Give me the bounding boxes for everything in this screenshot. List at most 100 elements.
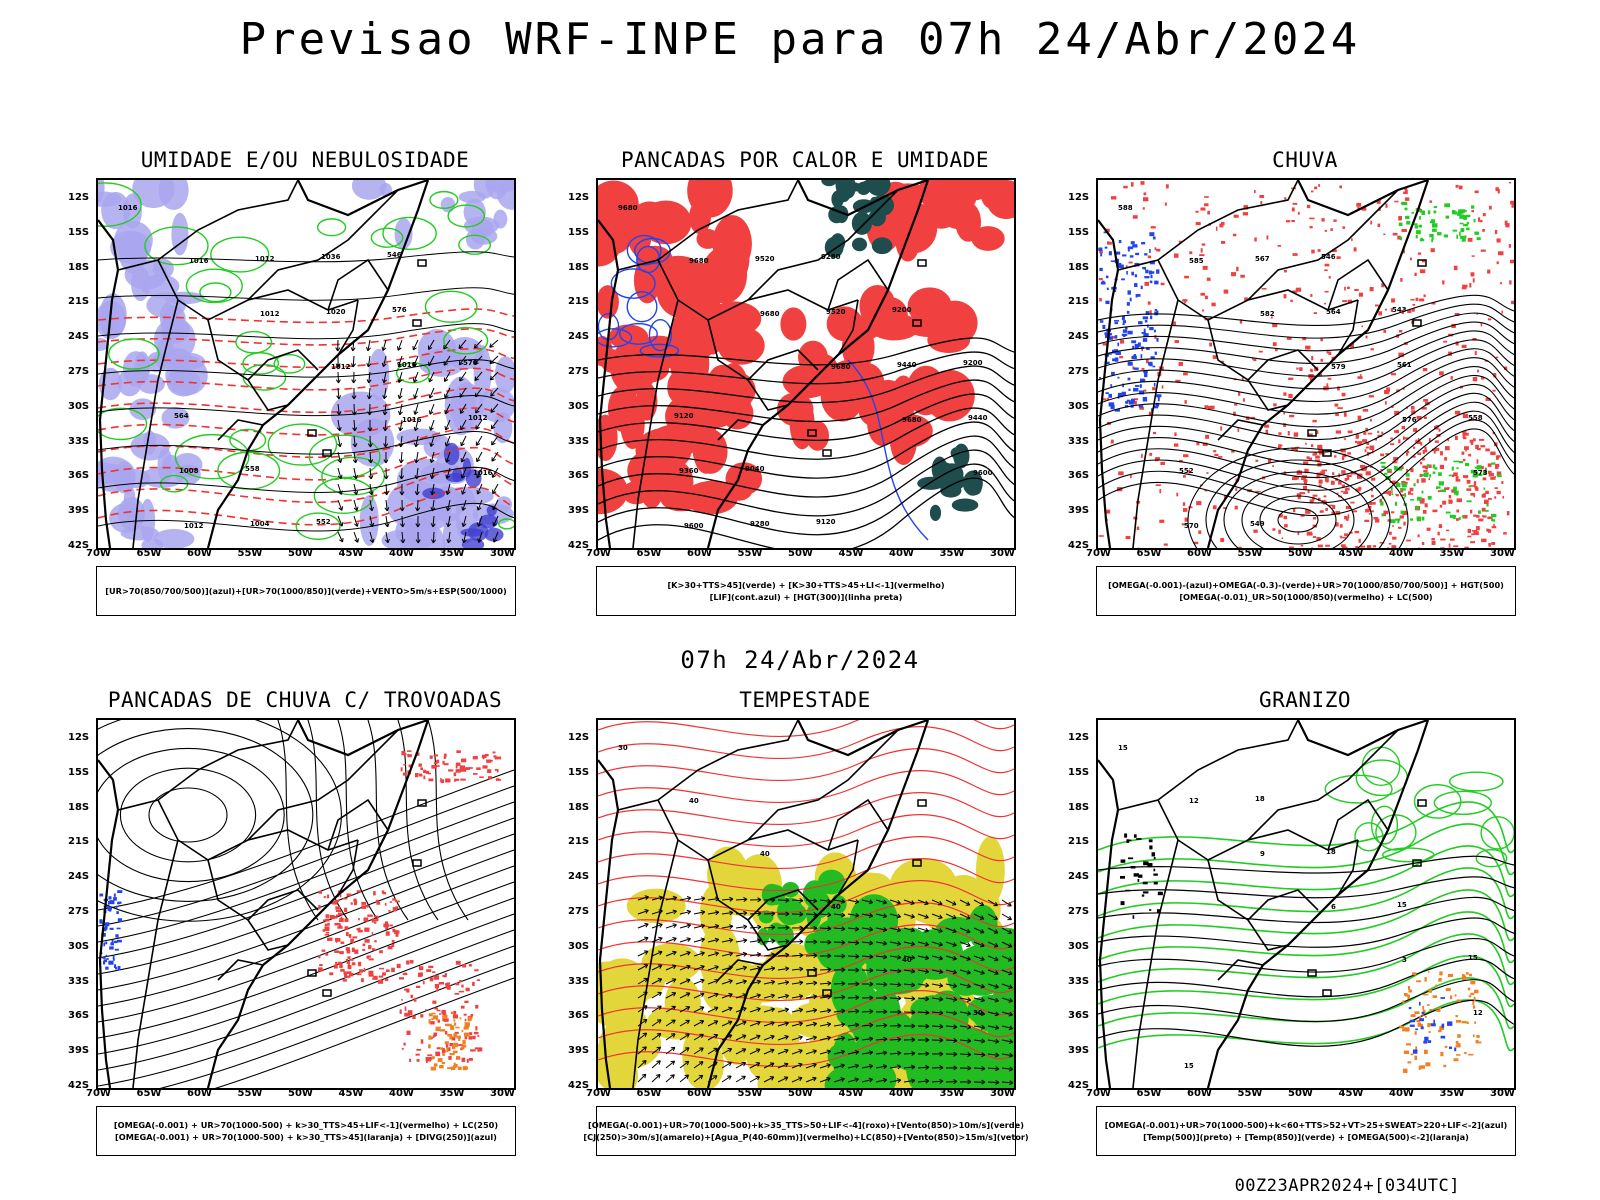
contour-label: 18 (1326, 848, 1336, 856)
map-area: 9680 9680 9680 9680 9680 9600 9600 9520 9520 9440… (596, 178, 1016, 550)
country-border (617, 720, 799, 811)
lat-label: 21S (1068, 296, 1090, 308)
contour-label: 9520 (755, 255, 775, 263)
lon-label: 65W (136, 548, 162, 559)
lon-label: 55W (1237, 548, 1263, 559)
legend-line: [K>30+TTS>45](verde) + [K>30+TTS>45+LI<-… (667, 580, 945, 590)
contour-label: 30 (618, 744, 628, 752)
lon-label: 55W (1237, 1088, 1263, 1099)
contour-label: 9 (1260, 850, 1265, 858)
contour-label: 585 (1189, 257, 1204, 265)
lat-label: 24S (1068, 331, 1090, 343)
lat-label: 15S (1068, 766, 1090, 778)
legend-line: [OMEGA(-0.001) + UR>70(1000-500) + k>30_… (113, 1120, 499, 1130)
contour-label: 12 (1473, 1009, 1483, 1017)
contour-label: 543 (1392, 306, 1407, 314)
legend-box: [OMEGA(-0.001)+UR>70(1000-500)+k<60+TTS>… (1096, 1106, 1516, 1156)
lat-label: 18S (568, 801, 590, 813)
lake-marker (307, 429, 317, 437)
lon-label: 35W (939, 548, 965, 559)
lake-marker (1322, 449, 1332, 457)
lat-label: 30S (1068, 940, 1090, 952)
lake-marker (807, 969, 817, 977)
blue-hail-area (1408, 997, 1457, 1054)
red-thunderstorm-area (318, 890, 401, 984)
lon-label: 55W (237, 548, 263, 559)
contour-label: 9040 (745, 465, 765, 473)
contour-label: 549 (1250, 520, 1265, 528)
country-border (827, 798, 889, 851)
contour-label: 558 (245, 465, 260, 473)
lat-label: 27S (1068, 366, 1090, 377)
map-area: 1016 1016 1012 1012 1016 1016 1012 1012 1020 1016… (96, 178, 516, 550)
lon-label: 45W (338, 548, 364, 559)
lon-label: 30W (490, 1088, 515, 1099)
contour-label: 1012 (255, 255, 275, 263)
lon-label: 30W (490, 548, 515, 559)
lake-marker (412, 319, 422, 327)
legend-box: [OMEGA(-0.001)-(azul)+OMEGA(-0.3)-(verde… (1096, 566, 1516, 616)
legend-box: [OMEGA(-0.001)+UR>70(1000-500)+k>35_TTS>… (583, 1106, 1029, 1156)
lon-label: 70W (1086, 548, 1111, 559)
country-border (1132, 299, 1179, 548)
lake-marker (417, 799, 427, 807)
contour-label: 1016 (397, 361, 417, 369)
precipitable-water-lines (598, 720, 1014, 1068)
closed-contours (1187, 447, 1409, 548)
contour-label: 588 (1118, 204, 1133, 212)
lat-label: 42S (68, 540, 90, 551)
contour-label: 9280 (821, 253, 841, 261)
lon-label: 55W (737, 1088, 763, 1099)
contour-label: 15 (1118, 744, 1128, 752)
contour-label: 1004 (250, 520, 270, 528)
lat-label: 12S (1068, 192, 1090, 203)
country-border (1247, 189, 1399, 301)
lon-label: 45W (838, 548, 864, 559)
map-panel-2: PANCADAS POR CALOR E UMIDADE 9680 9680 9680… (560, 148, 1050, 628)
lake-marker (1417, 259, 1427, 267)
country-border (247, 889, 319, 921)
contour-label: 15 (1184, 1062, 1194, 1070)
lat-label: 36S (568, 1010, 590, 1022)
lon-label: 40W (389, 548, 414, 559)
contour-label: 9120 (674, 412, 694, 420)
lon-label: 45W (838, 1088, 864, 1099)
mid-title: 07h 24/Abr/2024 (680, 646, 920, 674)
legend-line: [CJ(250)>30m/s](amarelo)+[Agua_P(40-60mm… (583, 1132, 1029, 1142)
lat-label: 36S (68, 470, 90, 482)
lat-label: 24S (68, 871, 90, 883)
lake-marker (1322, 989, 1332, 997)
lat-label: 33S (68, 435, 90, 447)
coastline-west (98, 219, 120, 548)
coastline-west (1098, 219, 1120, 548)
contour-label: 15 (1397, 901, 1407, 909)
contour-label: 9280 (750, 520, 770, 528)
map-area: 15 12 9 6 3 12 15 18 18 15 15 (1096, 718, 1516, 1090)
lon-label: 60W (187, 548, 212, 559)
contour-label: 579 (1331, 363, 1346, 371)
contour-label: 9680 (689, 257, 709, 265)
lat-label: 42S (568, 1080, 590, 1091)
dark-green-area (917, 443, 983, 522)
country-border (247, 729, 399, 841)
lat-label: 39S (568, 505, 590, 517)
lon-label: 35W (1439, 1088, 1465, 1099)
lat-label: 42S (1068, 1080, 1090, 1091)
lake-marker (1417, 799, 1427, 807)
lat-label: 18S (1068, 261, 1090, 273)
lon-label: 70W (586, 1088, 611, 1099)
country-border (1217, 959, 1264, 981)
lat-label: 18S (568, 261, 590, 273)
lon-label: 40W (1389, 548, 1414, 559)
lon-label: 45W (1338, 548, 1364, 559)
temp500-contours (1098, 855, 1514, 1047)
contour-label: 18 (1255, 795, 1265, 803)
lake-marker (417, 259, 427, 267)
contour-label: 1016 (189, 257, 209, 265)
legend-line: [Temp(500)](preto) + [Temp(850)](verde) … (1143, 1132, 1469, 1142)
lake-marker (822, 449, 832, 457)
lake-marker (822, 989, 832, 997)
orange-omega-area (1399, 971, 1482, 1074)
contour-label: 9680 (760, 310, 780, 318)
coastline-west (98, 759, 120, 1088)
